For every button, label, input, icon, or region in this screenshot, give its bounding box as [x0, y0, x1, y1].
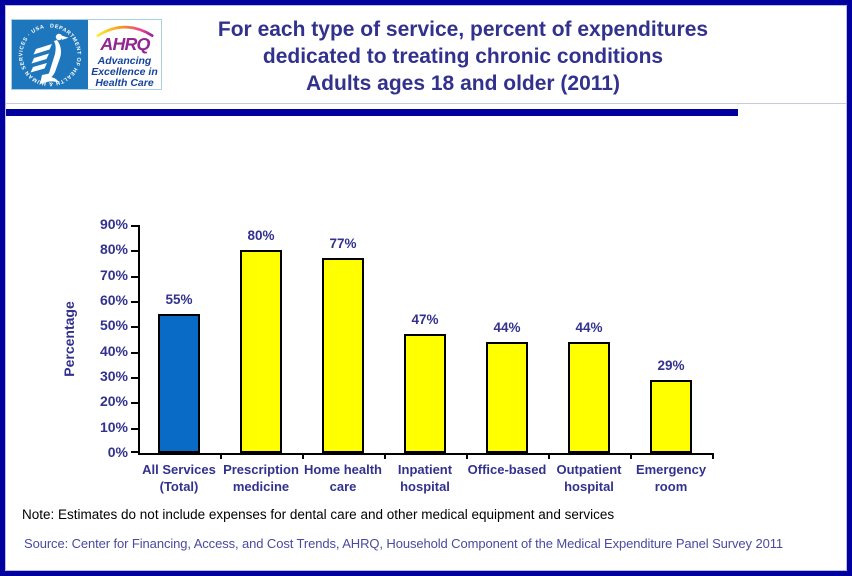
plot-area: 55% 80% 77% 47% 44% 44% 29%	[131, 225, 714, 459]
y-tick-label: 10%	[99, 418, 128, 435]
y-tick-label: 50%	[99, 317, 128, 334]
y-tick	[131, 275, 139, 278]
y-tick	[131, 301, 139, 303]
bar-value-label: 77%	[329, 235, 357, 251]
x-tick	[466, 453, 468, 459]
note-text: Note: Estimates do not include expenses …	[22, 507, 615, 522]
bar-1	[158, 313, 200, 453]
header-rule	[0, 103, 852, 104]
x-tick	[630, 453, 632, 459]
ahrq-wordmark-graphic: AHRQ	[95, 25, 154, 54]
y-tick	[131, 427, 139, 430]
source-text: Source: Center for Financing, Access, an…	[24, 536, 784, 551]
y-axis-title: Percentage	[61, 301, 77, 377]
y-tick	[131, 225, 139, 227]
bar-4	[404, 333, 446, 453]
category-label: Inpatient hospital	[397, 462, 453, 494]
y-tick	[131, 451, 139, 453]
y-tick-label: 60%	[99, 292, 128, 308]
y-tick	[131, 402, 139, 405]
bar-5	[486, 341, 528, 453]
bar-value-label: 47%	[411, 311, 439, 327]
bar-7	[650, 379, 692, 453]
rainbow-arc-icon	[95, 25, 154, 37]
bar-value-label: 29%	[657, 357, 685, 373]
hhs-eagle-icon: DEPARTMENT OF HEALTH & HUMAN SERVICES · …	[18, 23, 81, 86]
page-title: For each type of service, percent of exp…	[168, 16, 758, 97]
category-label: Outpatient hospital	[556, 462, 622, 494]
ahrq-tagline-line-1: Advancing	[97, 55, 152, 67]
category-label: Office-based	[467, 462, 547, 477]
category-label: Prescription medicine	[223, 462, 299, 494]
ahrq-logo: AHRQ Advancing Excellence in Health Care	[88, 20, 161, 89]
bar-6	[568, 341, 610, 453]
title-line-3: Adults ages 18 and older (2011)	[306, 72, 620, 95]
category-label: All Services (Total)	[142, 462, 216, 494]
y-tick-label: 70%	[99, 266, 128, 283]
x-tick	[712, 453, 714, 459]
category-label: Home health care	[303, 462, 382, 494]
y-tick-label: 20%	[99, 393, 128, 410]
y-tick-label: 0%	[107, 444, 128, 460]
title-line-2: dedicated to treating chronic conditions	[262, 45, 664, 68]
bar-value-label: 55%	[165, 291, 193, 307]
bar-2	[240, 250, 282, 453]
x-tick	[220, 453, 222, 459]
category-label: Emergency room	[635, 462, 707, 494]
ahrq-wordmark: AHRQ	[99, 34, 150, 54]
x-tick	[302, 453, 304, 459]
ahrq-tagline-line-3: Health Care	[95, 77, 154, 89]
y-tick-label: 30%	[99, 368, 128, 384]
y-tick-label: 80%	[99, 241, 128, 258]
bar-value-label: 44%	[575, 319, 603, 335]
bar-value-label: 80%	[247, 228, 275, 244]
x-tick	[384, 453, 386, 459]
bar-3	[322, 257, 364, 453]
ahrq-tagline-line-2: Excellence in	[91, 66, 158, 78]
title-line-1: For each type of service, percent of exp…	[217, 18, 709, 41]
agency-logo: DEPARTMENT OF HEALTH & HUMAN SERVICES · …	[11, 19, 162, 90]
y-tick	[131, 351, 139, 354]
y-tick-label: 90%	[99, 216, 128, 232]
x-tick	[548, 453, 550, 459]
y-tick	[131, 377, 139, 379]
y-tick	[131, 326, 139, 329]
y-tick-label: 40%	[99, 342, 128, 359]
divider-bar	[5, 109, 738, 116]
bar-value-label: 44%	[493, 319, 521, 335]
hhs-logo: DEPARTMENT OF HEALTH & HUMAN SERVICES · …	[12, 20, 88, 89]
y-tick	[131, 250, 139, 253]
